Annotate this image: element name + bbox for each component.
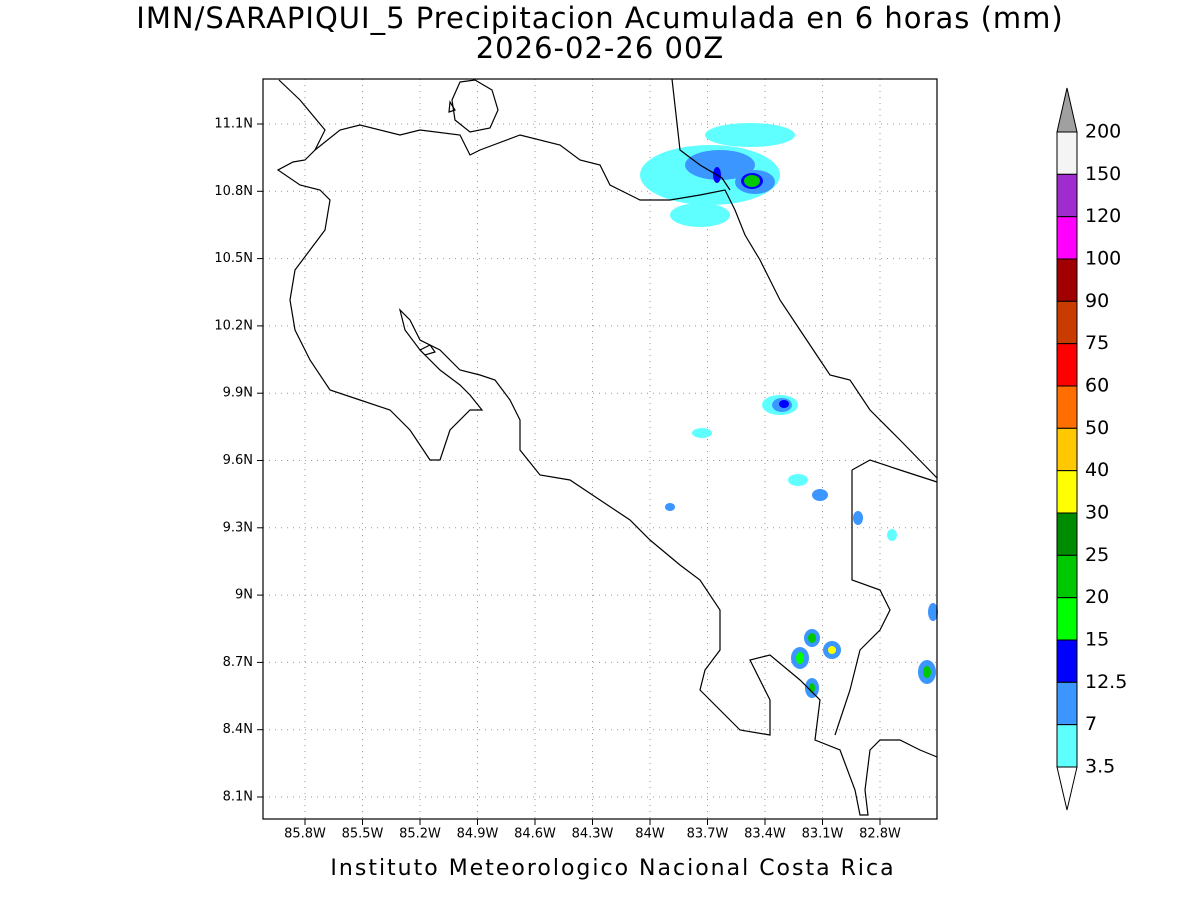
colorbar-segment: [1056, 343, 1078, 387]
colorbar-segment: [1056, 512, 1078, 556]
colorbar: 200 150 120 100 90 75 60 50 40 30 25 20 15 12.5 7 3.5: [1056, 87, 1127, 811]
lon-label: 84.6W: [514, 827, 556, 842]
coastlines: [276, 78, 938, 816]
subtitle: 2026-02-26 00Z: [476, 31, 725, 65]
colorbar-label: 30: [1085, 502, 1109, 524]
lon-label: 83.4W: [744, 827, 786, 842]
map-frame: [262, 78, 938, 820]
colorbar-segment: [1056, 470, 1078, 514]
lat-label: 8.1N: [223, 790, 253, 805]
lat-label: 8.7N: [223, 655, 253, 670]
footer: Instituto Meteorologico Nacional Costa R…: [330, 856, 895, 881]
colorbar-segment: [1056, 681, 1078, 726]
title: IMN/SARAPIQUI_5 Precipitacion Acumulada …: [136, 1, 1063, 35]
colorbar-label: 120: [1085, 205, 1121, 227]
colorbar-segment: [1056, 427, 1078, 472]
grid: 11.1N 10.8N 10.5N 10.2N 9.9N 9.6N 9.3N 9N 8.7N 8.…: [214, 79, 937, 842]
lat-label: 9.3N: [223, 520, 253, 535]
lon-label: 84.9W: [457, 827, 499, 842]
lat-label: 10.8N: [214, 184, 253, 199]
lon-label: 85.2W: [399, 827, 441, 842]
colorbar-label: 60: [1085, 375, 1109, 397]
colorbar-label: 100: [1085, 248, 1121, 270]
colorbar-over: [1056, 87, 1078, 133]
colorbar-label: 7: [1085, 713, 1097, 735]
colorbar-segment: [1056, 554, 1078, 599]
lon-label: 84.3W: [572, 827, 614, 842]
colorbar-segment: [1056, 173, 1078, 218]
lat-label: 10.5N: [214, 251, 253, 266]
lon-label: 85.8W: [284, 827, 326, 842]
lon-label: 83.7W: [687, 827, 729, 842]
lat-label: 9N: [235, 588, 253, 603]
colorbar-label: 25: [1085, 544, 1109, 566]
colorbar-segment: [1056, 258, 1078, 302]
lat-label: 11.1N: [214, 117, 253, 132]
colorbar-label: 90: [1085, 290, 1109, 312]
colorbar-label: 12.5: [1085, 671, 1127, 693]
colorbar-label: 75: [1085, 332, 1109, 354]
lat-label: 10.2N: [214, 318, 253, 333]
lon-label: 85.5W: [342, 827, 384, 842]
precipitation: [640, 123, 938, 698]
colorbar-segment: [1056, 131, 1078, 175]
lon-label: 84W: [635, 827, 665, 842]
colorbar-label: 3.5: [1085, 756, 1115, 778]
colorbar-label: 150: [1085, 163, 1121, 185]
lon-label: 83.1W: [802, 827, 844, 842]
colorbar-segment: [1056, 639, 1078, 683]
colorbar-label: 40: [1085, 459, 1109, 481]
lat-label: 8.4N: [223, 722, 253, 737]
colorbar-label: 15: [1085, 629, 1109, 651]
colorbar-segment: [1056, 724, 1078, 768]
colorbar-label: 50: [1085, 417, 1109, 439]
colorbar-segment: [1056, 216, 1078, 260]
lon-label: 82.8W: [859, 827, 901, 842]
colorbar-under: [1056, 766, 1078, 811]
colorbar-segment: [1056, 300, 1078, 345]
colorbar-label: 20: [1085, 586, 1109, 608]
colorbar-segment: [1056, 385, 1078, 429]
colorbar-label: 200: [1085, 121, 1121, 143]
lat-label: 9.9N: [223, 386, 253, 401]
lat-label: 9.6N: [223, 453, 253, 468]
colorbar-segment: [1056, 597, 1078, 641]
